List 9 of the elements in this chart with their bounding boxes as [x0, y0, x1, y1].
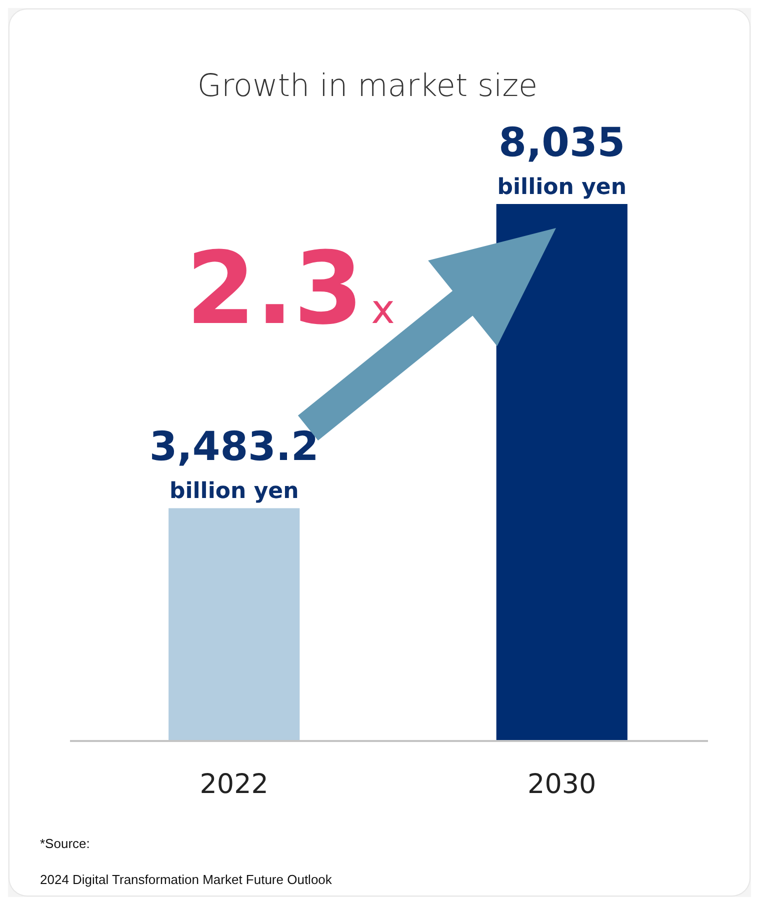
data-label: 3,483.2 [149, 424, 319, 470]
chart-title: Growth in market size [197, 68, 538, 104]
x-tick-label: 2022 [200, 769, 268, 800]
text: 2024 Digital Transformation Market Future Outlook [40, 872, 332, 887]
annotation: billion yen [169, 479, 299, 504]
x-tick-label: 2030 [528, 769, 596, 800]
annotation: billion yen [497, 175, 627, 200]
data-label: 8,035 [498, 120, 626, 166]
text: *Source: [40, 836, 90, 851]
